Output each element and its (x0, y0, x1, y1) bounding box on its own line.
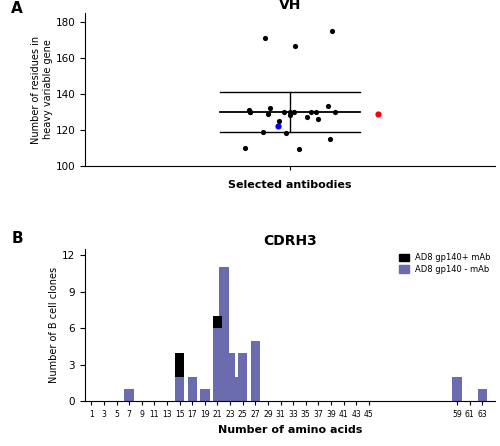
Y-axis label: Number of residues in
heavy variable gene: Number of residues in heavy variable gen… (31, 35, 53, 144)
Point (242, 144, 250, 151)
Text: A: A (11, 1, 23, 16)
Bar (212, 316, 222, 328)
Bar (175, 353, 184, 377)
Bar (212, 328, 222, 401)
Point (331, 108, 339, 116)
Point (246, 108, 254, 116)
Point (282, 130, 290, 137)
Y-axis label: Number of B cell clones: Number of B cell clones (49, 267, 59, 384)
Point (266, 105, 274, 112)
Bar (238, 353, 248, 401)
Point (290, 108, 298, 116)
Point (275, 117, 283, 124)
Point (374, 110, 382, 117)
Point (328, 28, 336, 35)
Point (259, 128, 267, 135)
Point (260, 35, 268, 42)
Point (286, 112, 294, 119)
Text: B: B (11, 231, 23, 246)
Point (246, 107, 254, 114)
Bar (200, 389, 209, 401)
Title: CDRH3: CDRH3 (263, 234, 317, 248)
Point (274, 123, 282, 130)
Bar (232, 377, 241, 401)
Point (264, 110, 272, 117)
X-axis label: Number of amino acids: Number of amino acids (218, 425, 362, 435)
Bar (478, 389, 487, 401)
Point (303, 114, 311, 121)
Point (307, 108, 315, 116)
Title: VH: VH (279, 0, 301, 12)
Point (246, 108, 254, 116)
Point (290, 42, 298, 49)
Bar (250, 341, 260, 401)
Bar (188, 377, 197, 401)
Point (326, 135, 334, 142)
Point (314, 116, 322, 123)
X-axis label: Selected antibodies: Selected antibodies (228, 180, 352, 190)
Bar (226, 353, 235, 401)
Bar (175, 377, 184, 401)
Bar (452, 377, 462, 401)
Point (280, 108, 288, 116)
Point (324, 103, 332, 110)
Point (296, 146, 304, 153)
Legend: AD8 gp140+ mAb, AD8 gp140 - mAb: AD8 gp140+ mAb, AD8 gp140 - mAb (398, 253, 491, 274)
Point (312, 108, 320, 116)
Point (286, 108, 294, 116)
Bar (124, 389, 134, 401)
Bar (219, 268, 228, 401)
